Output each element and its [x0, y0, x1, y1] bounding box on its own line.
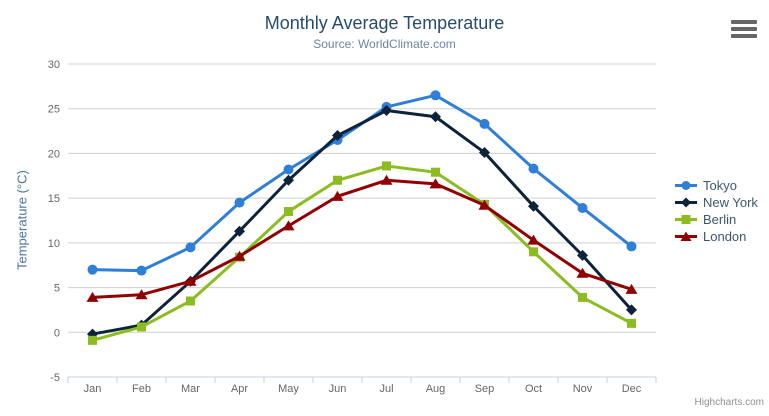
- series-tokyo-marker[interactable]: [185, 242, 196, 253]
- y-axis-label: 15: [48, 193, 60, 205]
- triangle-marker-icon: [675, 231, 697, 241]
- series-london-marker[interactable]: [86, 291, 99, 302]
- series-london-marker[interactable]: [429, 178, 442, 189]
- series-new-york-marker[interactable]: [479, 147, 490, 159]
- series-new-york-marker[interactable]: [332, 130, 343, 142]
- series-new-york-marker[interactable]: [577, 249, 588, 261]
- series-london-marker[interactable]: [478, 199, 491, 210]
- series-tokyo-marker[interactable]: [283, 164, 294, 175]
- x-axis-label: Nov: [573, 383, 593, 395]
- y-axis-label: 20: [48, 148, 60, 160]
- series-berlin-marker[interactable]: [137, 322, 146, 332]
- y-axis-label: 5: [54, 283, 60, 295]
- hamburger-icon: [731, 34, 757, 38]
- series-berlin-marker[interactable]: [529, 247, 538, 257]
- series-berlin-marker[interactable]: [186, 296, 195, 306]
- series-london-marker[interactable]: [331, 190, 344, 201]
- series-tokyo-marker[interactable]: [234, 197, 245, 208]
- x-axis-label: Apr: [231, 383, 248, 395]
- series-berlin-marker[interactable]: [578, 292, 587, 302]
- credits-link[interactable]: Highcharts.com: [694, 397, 764, 408]
- series-tokyo-marker[interactable]: [136, 265, 147, 276]
- series-new-york-marker[interactable]: [626, 304, 637, 316]
- legend-item-tokyo[interactable]: Tokyo: [674, 177, 758, 194]
- y-axis-label: 10: [48, 238, 60, 250]
- export-menu-button[interactable]: [731, 20, 757, 38]
- series-london-marker[interactable]: [527, 234, 540, 245]
- series-london-marker[interactable]: [282, 220, 295, 231]
- legend: Tokyo New York Berlin London: [674, 177, 758, 245]
- series-new-york-marker[interactable]: [234, 225, 245, 237]
- x-axis-label: Jan: [84, 383, 102, 395]
- y-axis-label: 30: [48, 59, 60, 71]
- hamburger-icon: [731, 27, 757, 31]
- series-berlin-marker[interactable]: [333, 175, 342, 185]
- diamond-marker-icon: [675, 197, 697, 208]
- chart-title: Monthly Average Temperature: [264, 13, 505, 33]
- series-berlin-marker[interactable]: [382, 161, 391, 171]
- x-axis-label: Dec: [622, 383, 642, 395]
- y-axis-label: -5: [50, 372, 60, 384]
- legend-label: New York: [703, 195, 758, 210]
- series-berlin-line: [91, 164, 633, 342]
- y-axis-label: 25: [48, 104, 60, 116]
- series-tokyo-marker[interactable]: [430, 90, 441, 101]
- legend-label: Tokyo: [703, 178, 737, 193]
- x-axis-label: Oct: [525, 383, 542, 395]
- series-london-marker[interactable]: [233, 250, 246, 261]
- x-axis-label: Mar: [181, 383, 200, 395]
- series-tokyo-marker[interactable]: [528, 163, 539, 174]
- circle-marker-icon: [675, 181, 697, 190]
- x-axis-label: Sep: [475, 383, 495, 395]
- legend-item-new-york[interactable]: New York: [674, 194, 758, 211]
- hamburger-icon: [731, 20, 757, 24]
- series-new-york-marker[interactable]: [381, 105, 392, 117]
- legend-item-london[interactable]: London: [674, 228, 758, 245]
- series-berlin-marker[interactable]: [431, 167, 440, 177]
- x-axis-label: May: [278, 383, 299, 395]
- x-axis-label: Aug: [426, 383, 446, 395]
- series-london-marker[interactable]: [184, 275, 197, 286]
- x-axis-label: Jun: [329, 383, 347, 395]
- series-tokyo-marker[interactable]: [479, 118, 490, 129]
- series-new-york-marker[interactable]: [430, 111, 441, 123]
- series-london-line: [91, 178, 633, 299]
- series-london-marker[interactable]: [625, 283, 638, 294]
- series-tokyo-marker[interactable]: [87, 264, 98, 275]
- legend-label: London: [703, 229, 747, 244]
- series-london-marker[interactable]: [135, 289, 148, 300]
- x-axis-label: Jul: [379, 383, 393, 395]
- legend-item-berlin[interactable]: Berlin: [674, 211, 758, 228]
- series-tokyo-marker[interactable]: [626, 241, 637, 252]
- series-new-york-marker[interactable]: [528, 200, 539, 212]
- series-london-marker[interactable]: [380, 174, 393, 185]
- square-marker-icon: [675, 215, 697, 224]
- series-berlin-marker[interactable]: [88, 335, 97, 345]
- y-axis-label: 0: [54, 327, 60, 339]
- series-berlin-marker[interactable]: [627, 318, 636, 328]
- series-london-marker[interactable]: [576, 267, 589, 278]
- series-new-york-line: [91, 109, 633, 336]
- series-new-york-marker[interactable]: [283, 174, 294, 186]
- x-axis-label: Feb: [132, 383, 151, 395]
- series-tokyo-marker[interactable]: [577, 202, 588, 213]
- series-berlin-marker[interactable]: [284, 207, 293, 217]
- legend-label: Berlin: [703, 212, 737, 227]
- chart-subtitle: Source: WorldClimate.com: [313, 37, 456, 51]
